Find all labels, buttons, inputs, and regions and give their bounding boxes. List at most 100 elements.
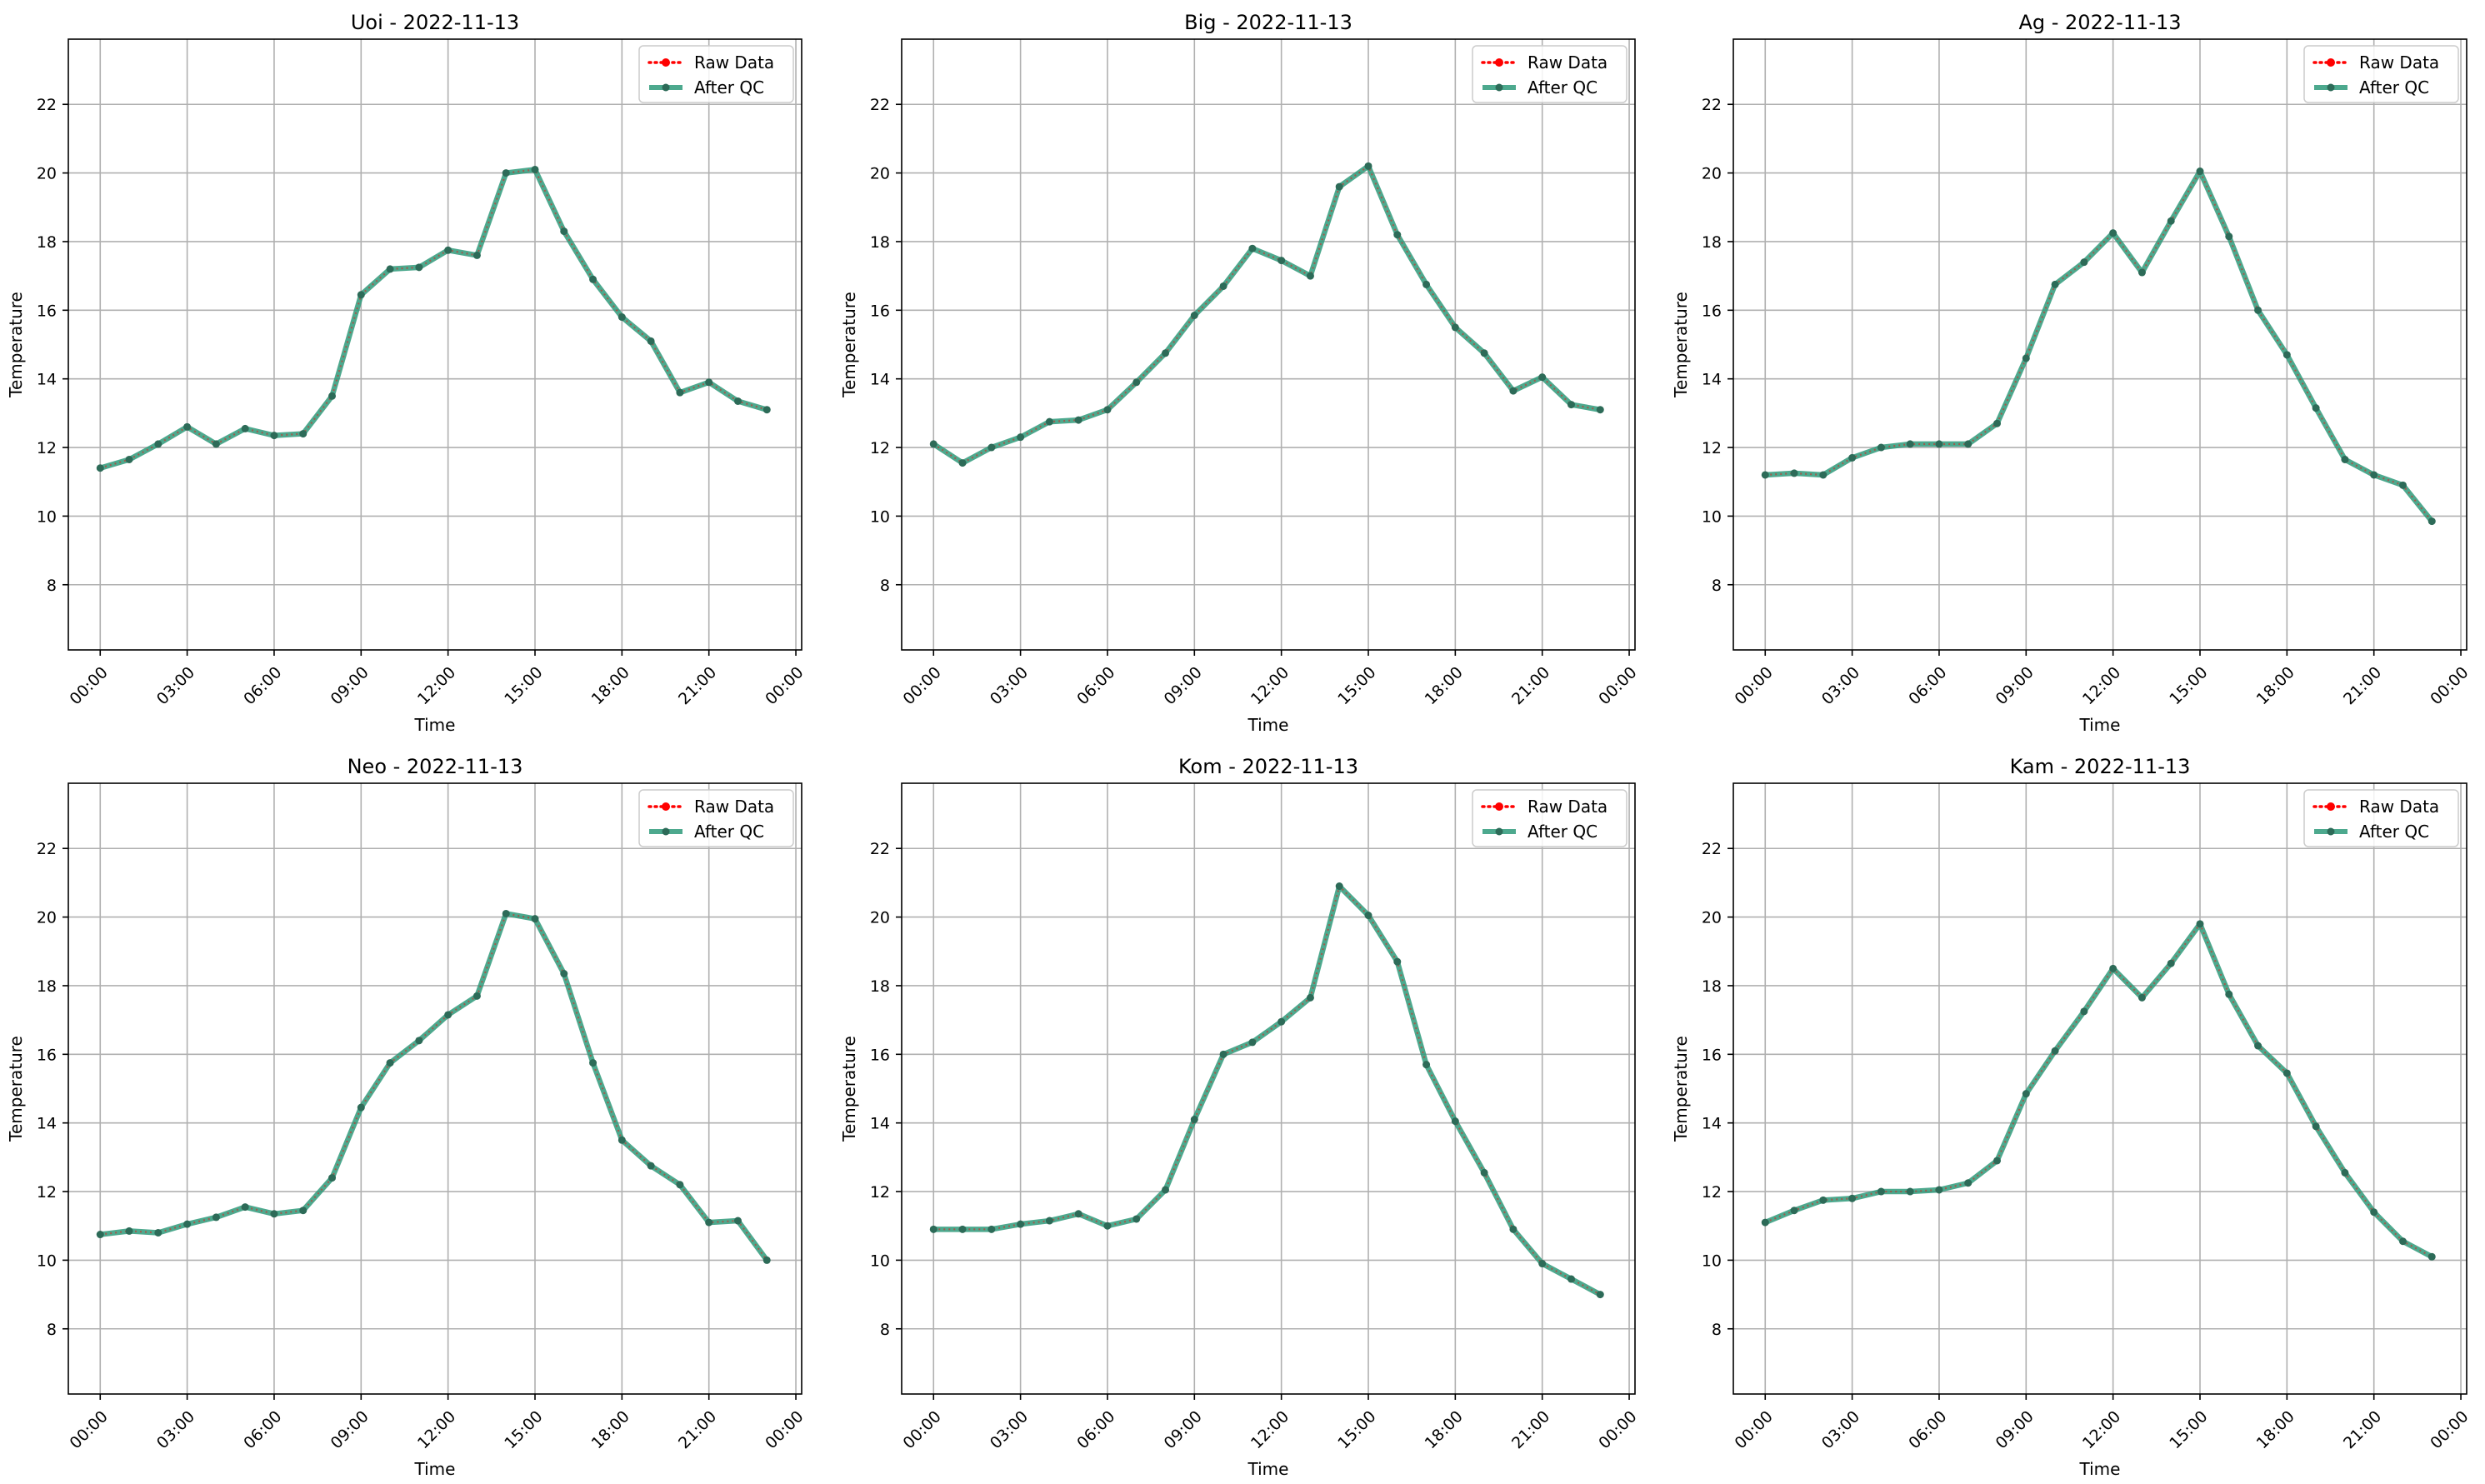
x-tick-label: 09:00 [328, 663, 372, 708]
x-tick-label: 00:00 [67, 1407, 112, 1452]
series-raw-data-line [99, 168, 768, 469]
data-point [2225, 990, 2233, 998]
data-point [1278, 1017, 1286, 1026]
legend-qc-marker [1495, 83, 1503, 92]
legend: Raw Data After QC [638, 45, 794, 103]
data-point [2282, 1069, 2291, 1077]
data-point [1596, 406, 1604, 414]
legend-qc-label: After QC [1528, 77, 1598, 97]
legend-qc-label: After QC [2359, 77, 2429, 97]
legend-raw-marker [662, 58, 670, 67]
data-point [1596, 1291, 1604, 1299]
data-point [958, 459, 967, 467]
y-tick-label: 8 [1712, 1321, 1722, 1339]
y-tick-label: 10 [37, 507, 57, 526]
data-point [1848, 453, 1857, 462]
data-point [241, 1203, 249, 1212]
data-point [2254, 1042, 2262, 1050]
data-point [125, 1227, 133, 1235]
data-point [531, 915, 539, 923]
data-point [1393, 231, 1402, 239]
subplot-6: 8 10 12 14 16 18 20 22 00:00 03:00 06:00 09:00 12:00… [1671, 755, 2472, 1479]
data-point [444, 1011, 452, 1019]
data-point [1567, 1275, 1575, 1283]
data-point [2370, 1208, 2378, 1217]
y-tick-label: 18 [37, 977, 57, 996]
data-point [328, 1174, 337, 1182]
legend-raw-label: Raw Data [694, 52, 774, 72]
series-raw-data-line [1765, 169, 2433, 522]
y-tick-label: 16 [870, 302, 890, 320]
x-tick-label: 03:00 [987, 1407, 1032, 1452]
legend-raw-label: Raw Data [2359, 797, 2439, 817]
legend: Raw Data After QC [2303, 45, 2459, 103]
data-point [1190, 1116, 1198, 1124]
data-point [2051, 280, 2059, 288]
data-point [1509, 1225, 1518, 1233]
data-point [472, 992, 481, 1000]
grid [1733, 39, 2467, 650]
y-axis-label: Temperature [839, 1036, 859, 1142]
data-point [357, 1103, 365, 1112]
data-point [386, 1059, 394, 1067]
data-point [2051, 1047, 2059, 1055]
x-tick-label: 03:00 [1818, 663, 1863, 708]
chart-title: Neo - 2022-11-13 [348, 755, 523, 778]
legend-raw-marker [2327, 58, 2335, 67]
x-tick-label: 06:00 [1905, 1407, 1950, 1452]
y-tick-label: 8 [47, 1321, 57, 1339]
data-point [1877, 443, 1885, 452]
y-tick-label: 12 [870, 439, 890, 457]
data-point [212, 440, 220, 448]
series-after-qc-line [98, 911, 770, 1263]
x-tick-label: 15:00 [1334, 663, 1379, 708]
x-tick-label: 18:00 [2253, 1407, 2298, 1452]
series-raw-data-line [1764, 922, 2432, 1258]
data-point [1451, 1117, 1459, 1126]
y-tick-label: 12 [1702, 439, 1722, 457]
y-tick-label: 12 [870, 1183, 890, 1202]
data-point [154, 1228, 162, 1237]
data-point [2109, 964, 2118, 972]
x-tick-label: 09:00 [328, 1407, 372, 1452]
data-point [1819, 1196, 1828, 1204]
legend-raw-marker [662, 802, 670, 811]
legend-qc-marker [1495, 827, 1503, 836]
x-tick-label: 21:00 [675, 663, 720, 708]
data-point [733, 397, 742, 405]
data-point [560, 227, 568, 236]
y-tick-label: 10 [1702, 507, 1722, 526]
data-point [1790, 469, 1798, 477]
data-point [2167, 217, 2175, 225]
y-tick-label: 16 [1702, 1046, 1722, 1064]
x-tick-label: 15:00 [2166, 1407, 2211, 1452]
data-point [444, 246, 452, 254]
legend: Raw Data After QC [638, 789, 794, 847]
x-tick-label: 21:00 [675, 1407, 720, 1452]
legend-raw-label: Raw Data [2359, 52, 2439, 72]
y-tick-label: 10 [870, 507, 890, 526]
data-point [2341, 455, 2349, 463]
legend-raw-label: Raw Data [1528, 797, 1608, 817]
data-point [1219, 1050, 1228, 1058]
y-tick-label: 20 [37, 165, 57, 183]
data-point [96, 1231, 104, 1239]
x-tick-label: 03:00 [153, 1407, 198, 1452]
data-point [676, 388, 684, 397]
grid [902, 39, 1635, 650]
subplot-4: 8 10 12 14 16 18 20 22 00:00 03:00 06:00 09:00 12:00… [6, 755, 808, 1479]
data-point [988, 1225, 996, 1233]
data-point [705, 1218, 713, 1227]
x-tick-label: 00:00 [1595, 1407, 1640, 1452]
y-tick-label: 18 [1702, 233, 1722, 252]
grid [68, 39, 802, 650]
x-tick-label: 15:00 [1334, 1407, 1379, 1452]
y-tick-label: 14 [1702, 1115, 1722, 1133]
axes-frame [901, 38, 1636, 651]
data-point [2167, 959, 2175, 967]
legend-qc-label: After QC [694, 822, 764, 842]
y-tick-label: 22 [37, 96, 57, 114]
x-tick-label: 12:00 [2079, 1407, 2124, 1452]
legend-qc-marker [2327, 83, 2335, 92]
y-tick-label: 10 [870, 1252, 890, 1270]
